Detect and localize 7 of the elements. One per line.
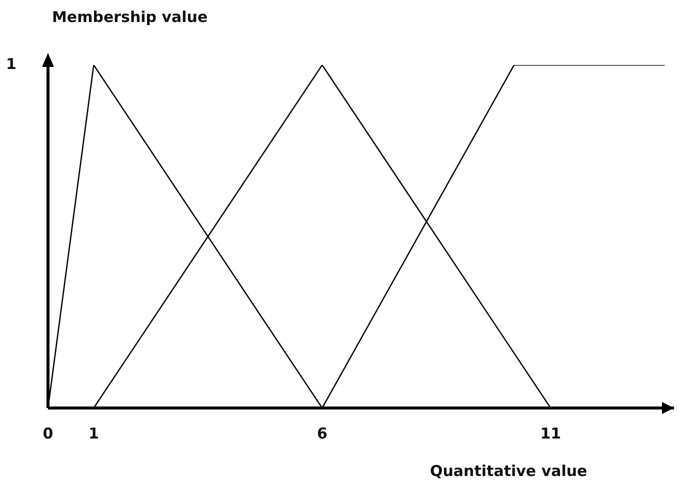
x-tick-label: 6 [316, 424, 328, 443]
x-tick-label: 1 [88, 424, 99, 443]
chart-title: Membership value [52, 8, 208, 26]
x-tick-label: 0 [42, 424, 54, 443]
x-axis-title: Quantitative value [430, 462, 588, 480]
x-tick-label: 11 [540, 424, 562, 443]
text: 1 [6, 55, 16, 73]
